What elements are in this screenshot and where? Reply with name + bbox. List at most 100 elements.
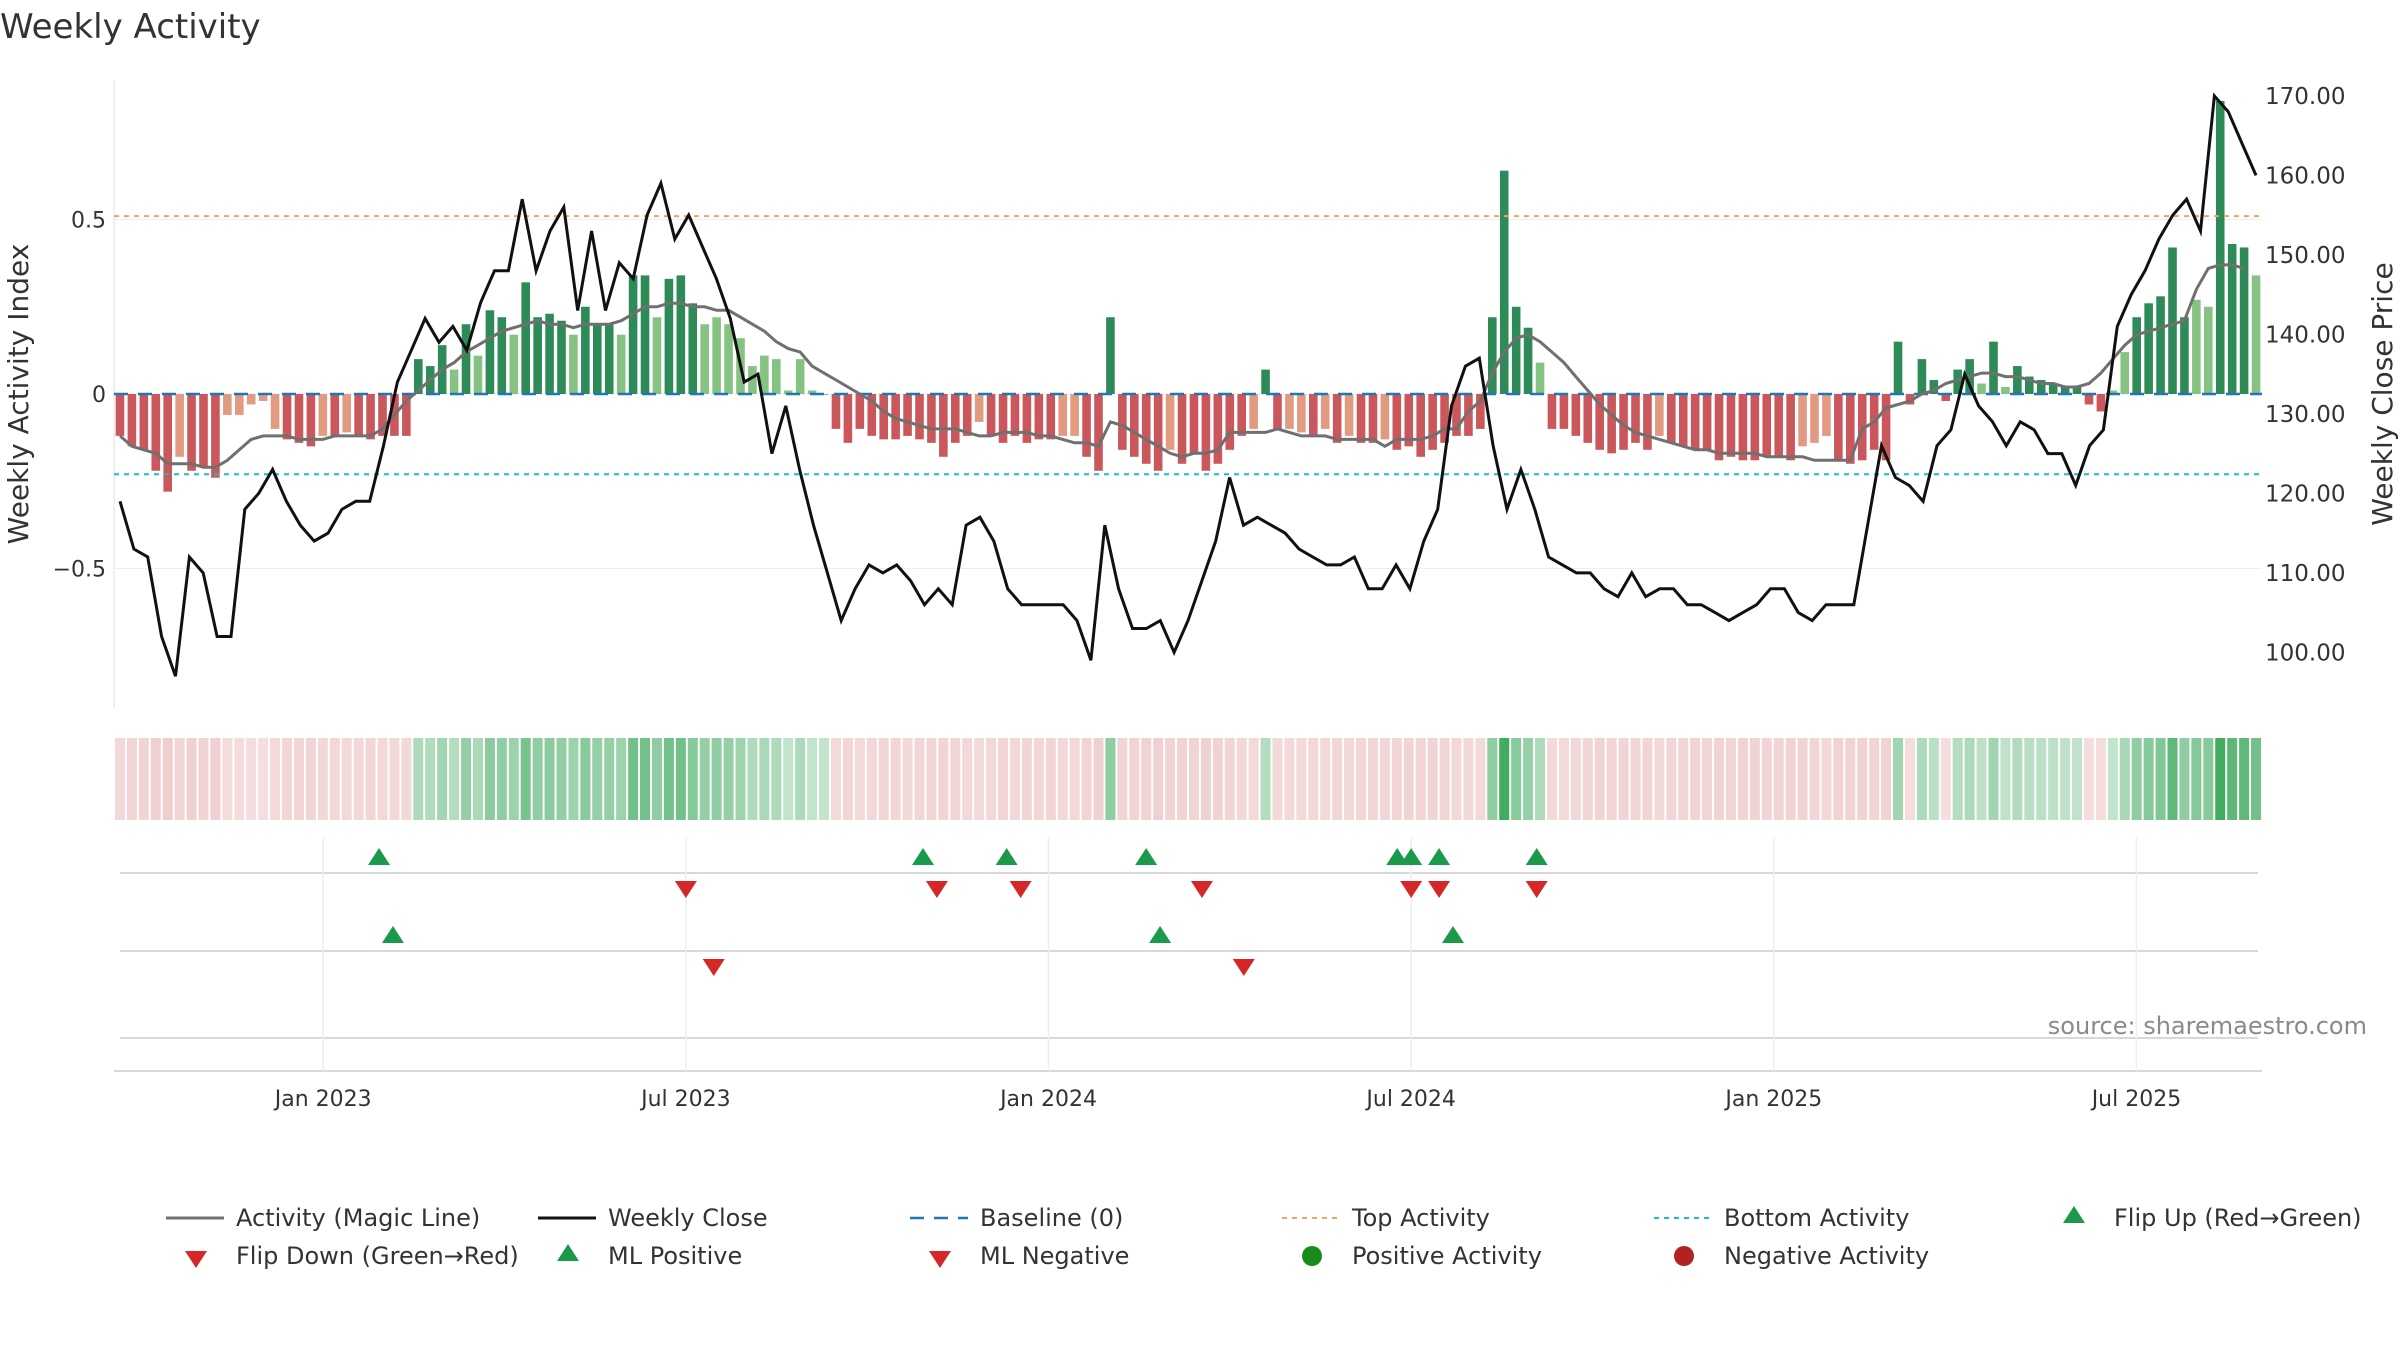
activity-bar xyxy=(569,334,578,394)
activity-bar xyxy=(1332,394,1342,443)
heat-cell xyxy=(1845,738,1856,820)
legend-label: ML Positive xyxy=(608,1242,742,1270)
heat-cell xyxy=(1212,738,1223,820)
activity-bar xyxy=(879,394,888,440)
heat-cell xyxy=(544,738,555,820)
activity-bar xyxy=(1368,394,1378,443)
x-tick-label: Jul 2024 xyxy=(1364,1087,1456,1112)
heat-cell xyxy=(1451,738,1462,820)
heat-cell xyxy=(2095,738,2106,820)
heat-cell xyxy=(1749,738,1760,820)
activity-bar xyxy=(485,310,495,394)
activity-bar xyxy=(795,359,805,394)
activity-bar xyxy=(652,317,662,394)
activity-bar xyxy=(473,355,483,394)
flip-down-marker xyxy=(674,881,697,898)
activity-bar xyxy=(127,394,137,447)
heat-cell xyxy=(1487,738,1498,820)
flip-down-marker xyxy=(1525,881,1548,898)
ml-negative-marker xyxy=(702,959,725,976)
flip-up-marker xyxy=(1135,848,1158,865)
activity-bar xyxy=(1714,394,1724,461)
heat-cell xyxy=(1904,738,1915,820)
activity-bar xyxy=(1917,359,1927,394)
x-tick-label: Jan 2025 xyxy=(1723,1087,1822,1112)
heat-cell xyxy=(1857,738,1868,820)
heat-cell xyxy=(2179,738,2190,820)
ml-negative-marker xyxy=(1232,959,1255,976)
activity-bar xyxy=(2036,380,2046,394)
heat-cell xyxy=(1141,738,1152,820)
activity-bar xyxy=(1153,394,1163,471)
activity-bar xyxy=(712,317,721,394)
activity-bar xyxy=(1559,394,1569,429)
activity-bar xyxy=(414,359,423,394)
legend-label: Bottom Activity xyxy=(1724,1204,1909,1232)
heat-cell xyxy=(413,738,424,820)
heat-cell xyxy=(628,738,639,820)
heat-cell xyxy=(1499,738,1510,820)
heat-cell xyxy=(114,738,125,820)
y-right-tick-label: 120.00 xyxy=(2265,481,2345,507)
heat-cell xyxy=(1594,738,1605,820)
x-tick-label: Jan 2023 xyxy=(273,1087,372,1112)
activity-bar xyxy=(199,394,208,468)
heat-cell xyxy=(2131,738,2142,820)
heat-cell xyxy=(389,738,400,820)
heat-cell xyxy=(210,738,221,820)
y-left-tick-label: 0 xyxy=(92,383,106,408)
flip-down-marker xyxy=(1428,881,1451,898)
activity-bar xyxy=(2251,275,2261,394)
activity-bar xyxy=(115,394,125,436)
activity-bar xyxy=(1571,394,1581,436)
activity-bar xyxy=(139,394,149,450)
heat-cell xyxy=(1117,738,1128,820)
activity-bar xyxy=(2120,352,2130,394)
activity-bar xyxy=(1881,394,1891,461)
activity-bar xyxy=(2204,306,2213,394)
activity-bar xyxy=(640,275,650,394)
heat-cell xyxy=(1296,738,1307,820)
heat-cell xyxy=(1535,738,1546,820)
heat-cell xyxy=(1928,738,1939,820)
activity-bar xyxy=(2180,317,2189,394)
activity-bar xyxy=(1213,394,1223,464)
heat-cell xyxy=(1033,738,1044,820)
activity-bar xyxy=(951,394,960,443)
heat-cell xyxy=(1021,738,1032,820)
activity-bar xyxy=(939,394,948,457)
y-right-tick-label: 110.00 xyxy=(2265,561,2345,587)
legend-label: Positive Activity xyxy=(1352,1242,1542,1270)
activity-bar xyxy=(2132,317,2141,394)
heat-cell xyxy=(866,738,877,820)
activity-bar xyxy=(1929,380,1939,394)
heat-cell xyxy=(1009,738,1020,820)
activity-bar xyxy=(1607,394,1616,454)
heat-cell xyxy=(2119,738,2130,820)
activity-bar xyxy=(1690,394,1700,450)
activity-bar xyxy=(175,394,184,457)
y-right-tick-label: 160.00 xyxy=(2265,163,2345,189)
heat-cell xyxy=(126,738,137,820)
legend-red-circle-icon xyxy=(1674,1246,1694,1266)
heat-cell xyxy=(1964,738,1975,820)
activity-bar xyxy=(1416,394,1425,457)
heat-cell xyxy=(1463,738,1474,820)
activity-bar xyxy=(1094,394,1103,471)
ml-positive-marker xyxy=(1149,926,1172,943)
activity-bar xyxy=(1249,394,1258,429)
heat-cell xyxy=(1188,738,1199,820)
activity-bar xyxy=(1953,369,1962,394)
legend-label: Flip Up (Red→Green) xyxy=(2114,1204,2362,1232)
activity-bar xyxy=(2192,299,2201,394)
activity-bar xyxy=(1774,394,1783,457)
heat-cell xyxy=(234,738,245,820)
activity-bar xyxy=(1619,394,1628,450)
heat-cell xyxy=(1725,738,1736,820)
flip-down-marker xyxy=(925,881,948,898)
activity-bar xyxy=(1320,394,1330,429)
activity-bar xyxy=(724,324,733,394)
heat-cell xyxy=(926,738,937,820)
heat-cell xyxy=(2239,738,2250,820)
